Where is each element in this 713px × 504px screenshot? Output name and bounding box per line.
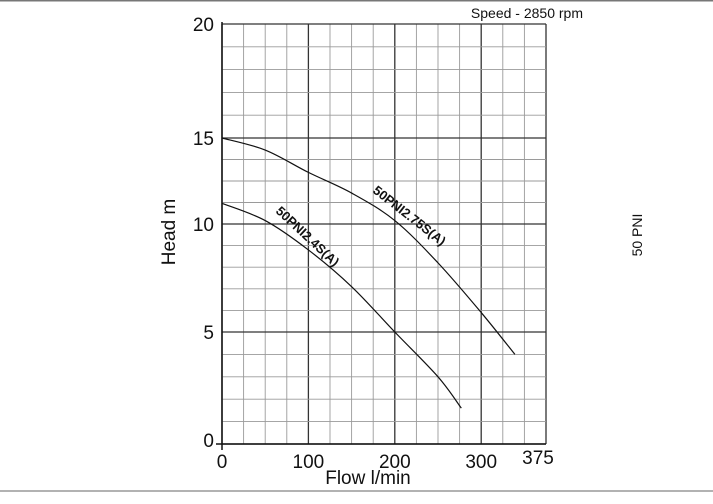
- series-line-1: [221, 202, 462, 409]
- x-tick-label: 300: [465, 452, 497, 473]
- x-tick-label: 375: [522, 448, 554, 469]
- x-tick-label: 0: [217, 452, 228, 473]
- y-tick-label: 15: [193, 129, 214, 150]
- x-tick-label: 100: [293, 452, 325, 473]
- grid: [216, 22, 547, 450]
- series-line-0: [221, 137, 516, 355]
- curves: [221, 137, 516, 409]
- x-tick-label: 200: [379, 452, 411, 473]
- side-label: 50 PNI: [629, 214, 645, 257]
- series-label-2-4s: 50PNI2.4S(A): [273, 203, 342, 269]
- x-axis-label: Flow l/min: [325, 468, 411, 489]
- y-axis-label: Head m: [159, 199, 180, 266]
- y-tick-label: 5: [203, 323, 214, 344]
- chart-title: Speed - 2850 rpm: [471, 5, 583, 21]
- y-tick-label: 10: [193, 215, 214, 236]
- series-label-2-75s: 50PNI2.75S(A): [370, 183, 449, 249]
- ticks: 0 100 200 300 375 0 5 10 15 20: [193, 15, 554, 473]
- y-tick-label: 20: [193, 15, 214, 36]
- y-tick-label: 0: [203, 431, 214, 452]
